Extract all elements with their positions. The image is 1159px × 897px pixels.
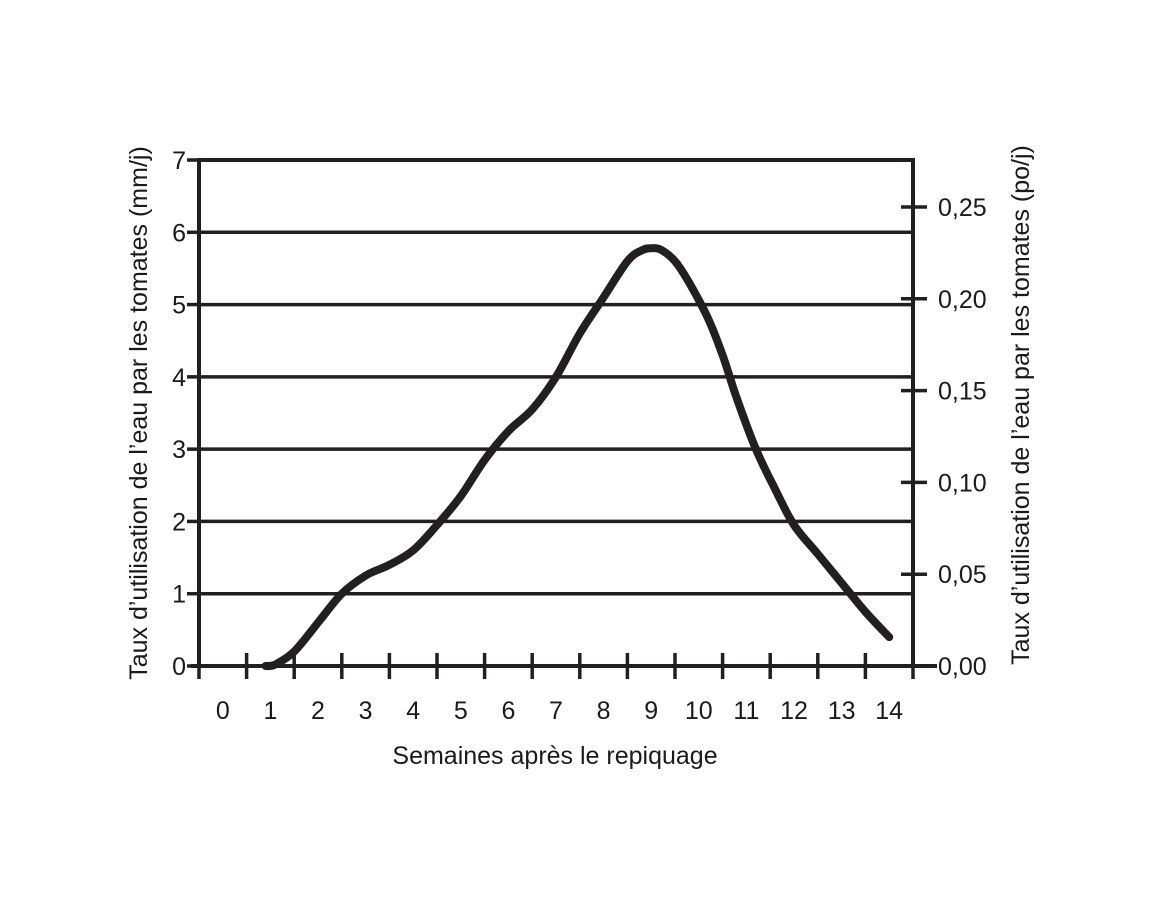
y-tick-label-6: 6	[172, 219, 186, 247]
y-tick-label-3: 3	[172, 436, 186, 464]
x-tick-label-14: 14	[875, 697, 903, 725]
tick-marks	[187, 158, 927, 679]
y-tick-label-2: 2	[172, 508, 186, 536]
series-layer	[261, 244, 894, 671]
y-tick-label-1: 1	[172, 581, 186, 609]
x-tick-label-7: 7	[549, 697, 563, 725]
x-tick-label-12: 12	[780, 697, 808, 725]
y2-tick-label-0,25: 0,25	[938, 194, 987, 222]
y2-tick-label-0,00: 0,00	[938, 653, 987, 681]
x-tick-label-2: 2	[311, 697, 325, 725]
y-tick-label-0: 0	[172, 653, 186, 681]
y2-tick-label-0,05: 0,05	[938, 561, 987, 589]
x-tick-label-3: 3	[359, 697, 373, 725]
x-tick-label-4: 4	[406, 697, 420, 725]
grid-layer	[199, 230, 913, 596]
x-tick-label-13: 13	[828, 697, 856, 725]
y-tick-label-5: 5	[172, 292, 186, 320]
x-tick-label-1: 1	[263, 697, 277, 725]
x-tick-label-11: 11	[733, 697, 759, 725]
y2-axis-title: Taux d’utilisation de l’eau par les toma…	[1007, 145, 1035, 665]
series-line-0	[261, 244, 894, 671]
y-axis-title: Taux d’utilisation de l’eau par les toma…	[125, 146, 153, 680]
y-tick-label-7: 7	[172, 147, 186, 175]
plot-frame	[191, 158, 937, 668]
y2-tick-label-0,20: 0,20	[938, 286, 987, 314]
x-tick-label-9: 9	[644, 697, 658, 725]
x-tick-label-6: 6	[501, 697, 515, 725]
x-axis-title: Semaines après le repiquage	[392, 742, 717, 770]
y-tick-label-4: 4	[172, 364, 186, 392]
x-tick-label-8: 8	[597, 697, 611, 725]
x-tick-label-10: 10	[685, 697, 713, 725]
y2-tick-label-0,15: 0,15	[938, 378, 987, 406]
y2-tick-label-0,10: 0,10	[938, 469, 987, 497]
x-tick-label-0: 0	[216, 697, 230, 725]
x-tick-label-5: 5	[454, 697, 468, 725]
